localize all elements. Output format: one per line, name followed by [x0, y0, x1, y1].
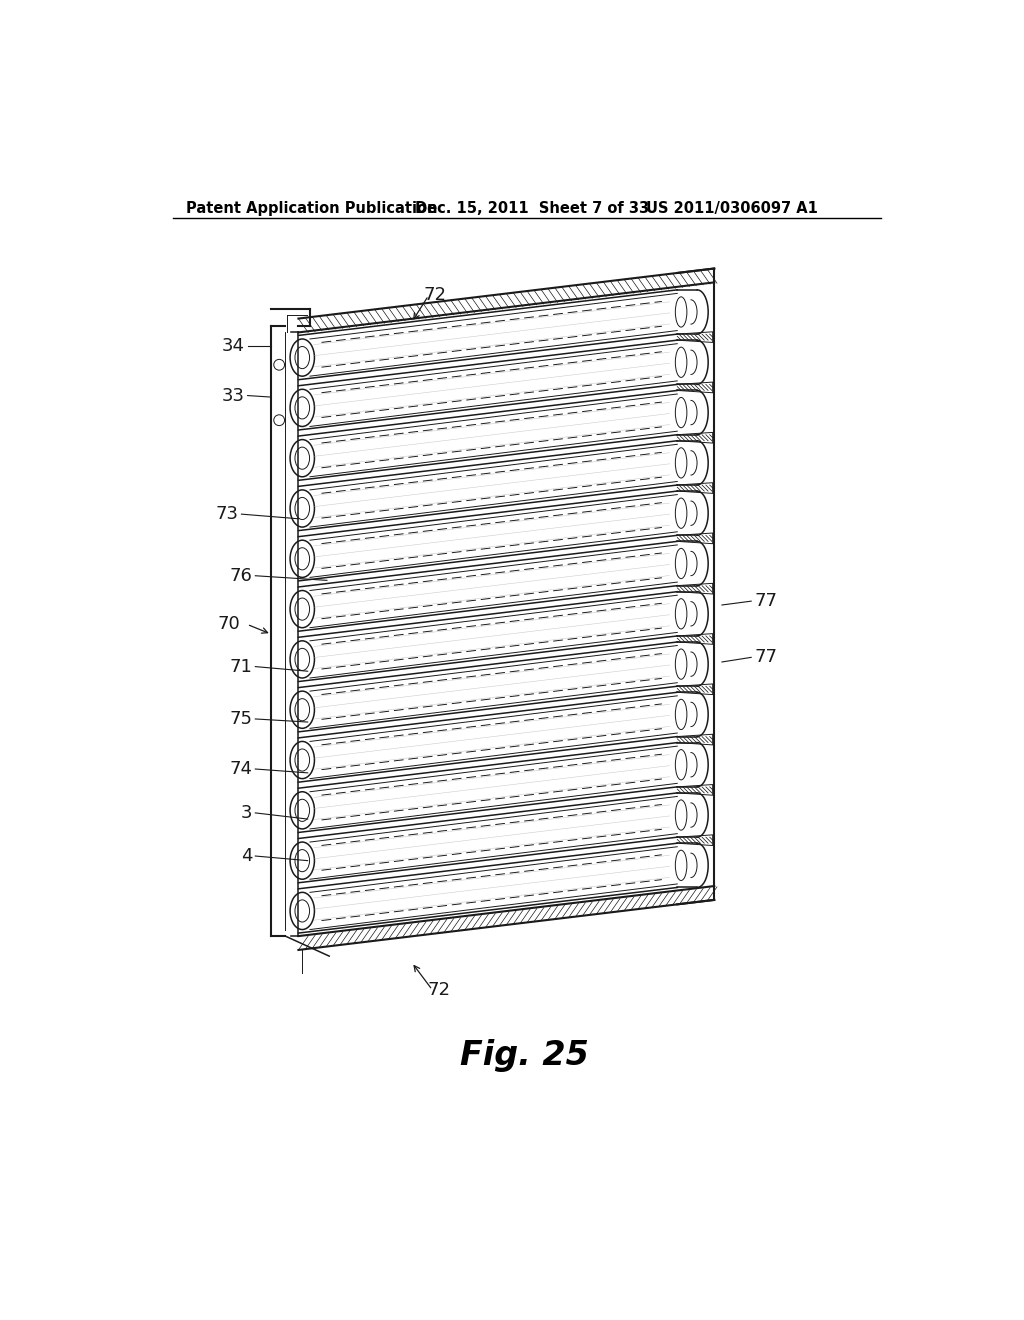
Text: 72: 72: [427, 981, 451, 999]
Text: 71: 71: [229, 657, 252, 676]
Text: 77: 77: [755, 593, 777, 610]
Text: 33: 33: [221, 387, 245, 404]
Text: 77: 77: [755, 648, 777, 667]
Text: 74: 74: [229, 760, 252, 777]
Text: 3: 3: [241, 804, 252, 822]
Text: 75: 75: [229, 710, 252, 727]
Text: 70: 70: [218, 615, 241, 634]
Text: 73: 73: [215, 506, 239, 523]
Text: US 2011/0306097 A1: US 2011/0306097 A1: [646, 201, 818, 216]
Text: Patent Application Publication: Patent Application Publication: [186, 201, 437, 216]
Text: Fig. 25: Fig. 25: [461, 1039, 589, 1072]
Text: 76: 76: [229, 566, 252, 585]
Text: 4: 4: [241, 847, 252, 865]
Text: Dec. 15, 2011  Sheet 7 of 33: Dec. 15, 2011 Sheet 7 of 33: [416, 201, 649, 216]
Text: 34: 34: [221, 337, 245, 355]
Text: 72: 72: [423, 286, 446, 305]
